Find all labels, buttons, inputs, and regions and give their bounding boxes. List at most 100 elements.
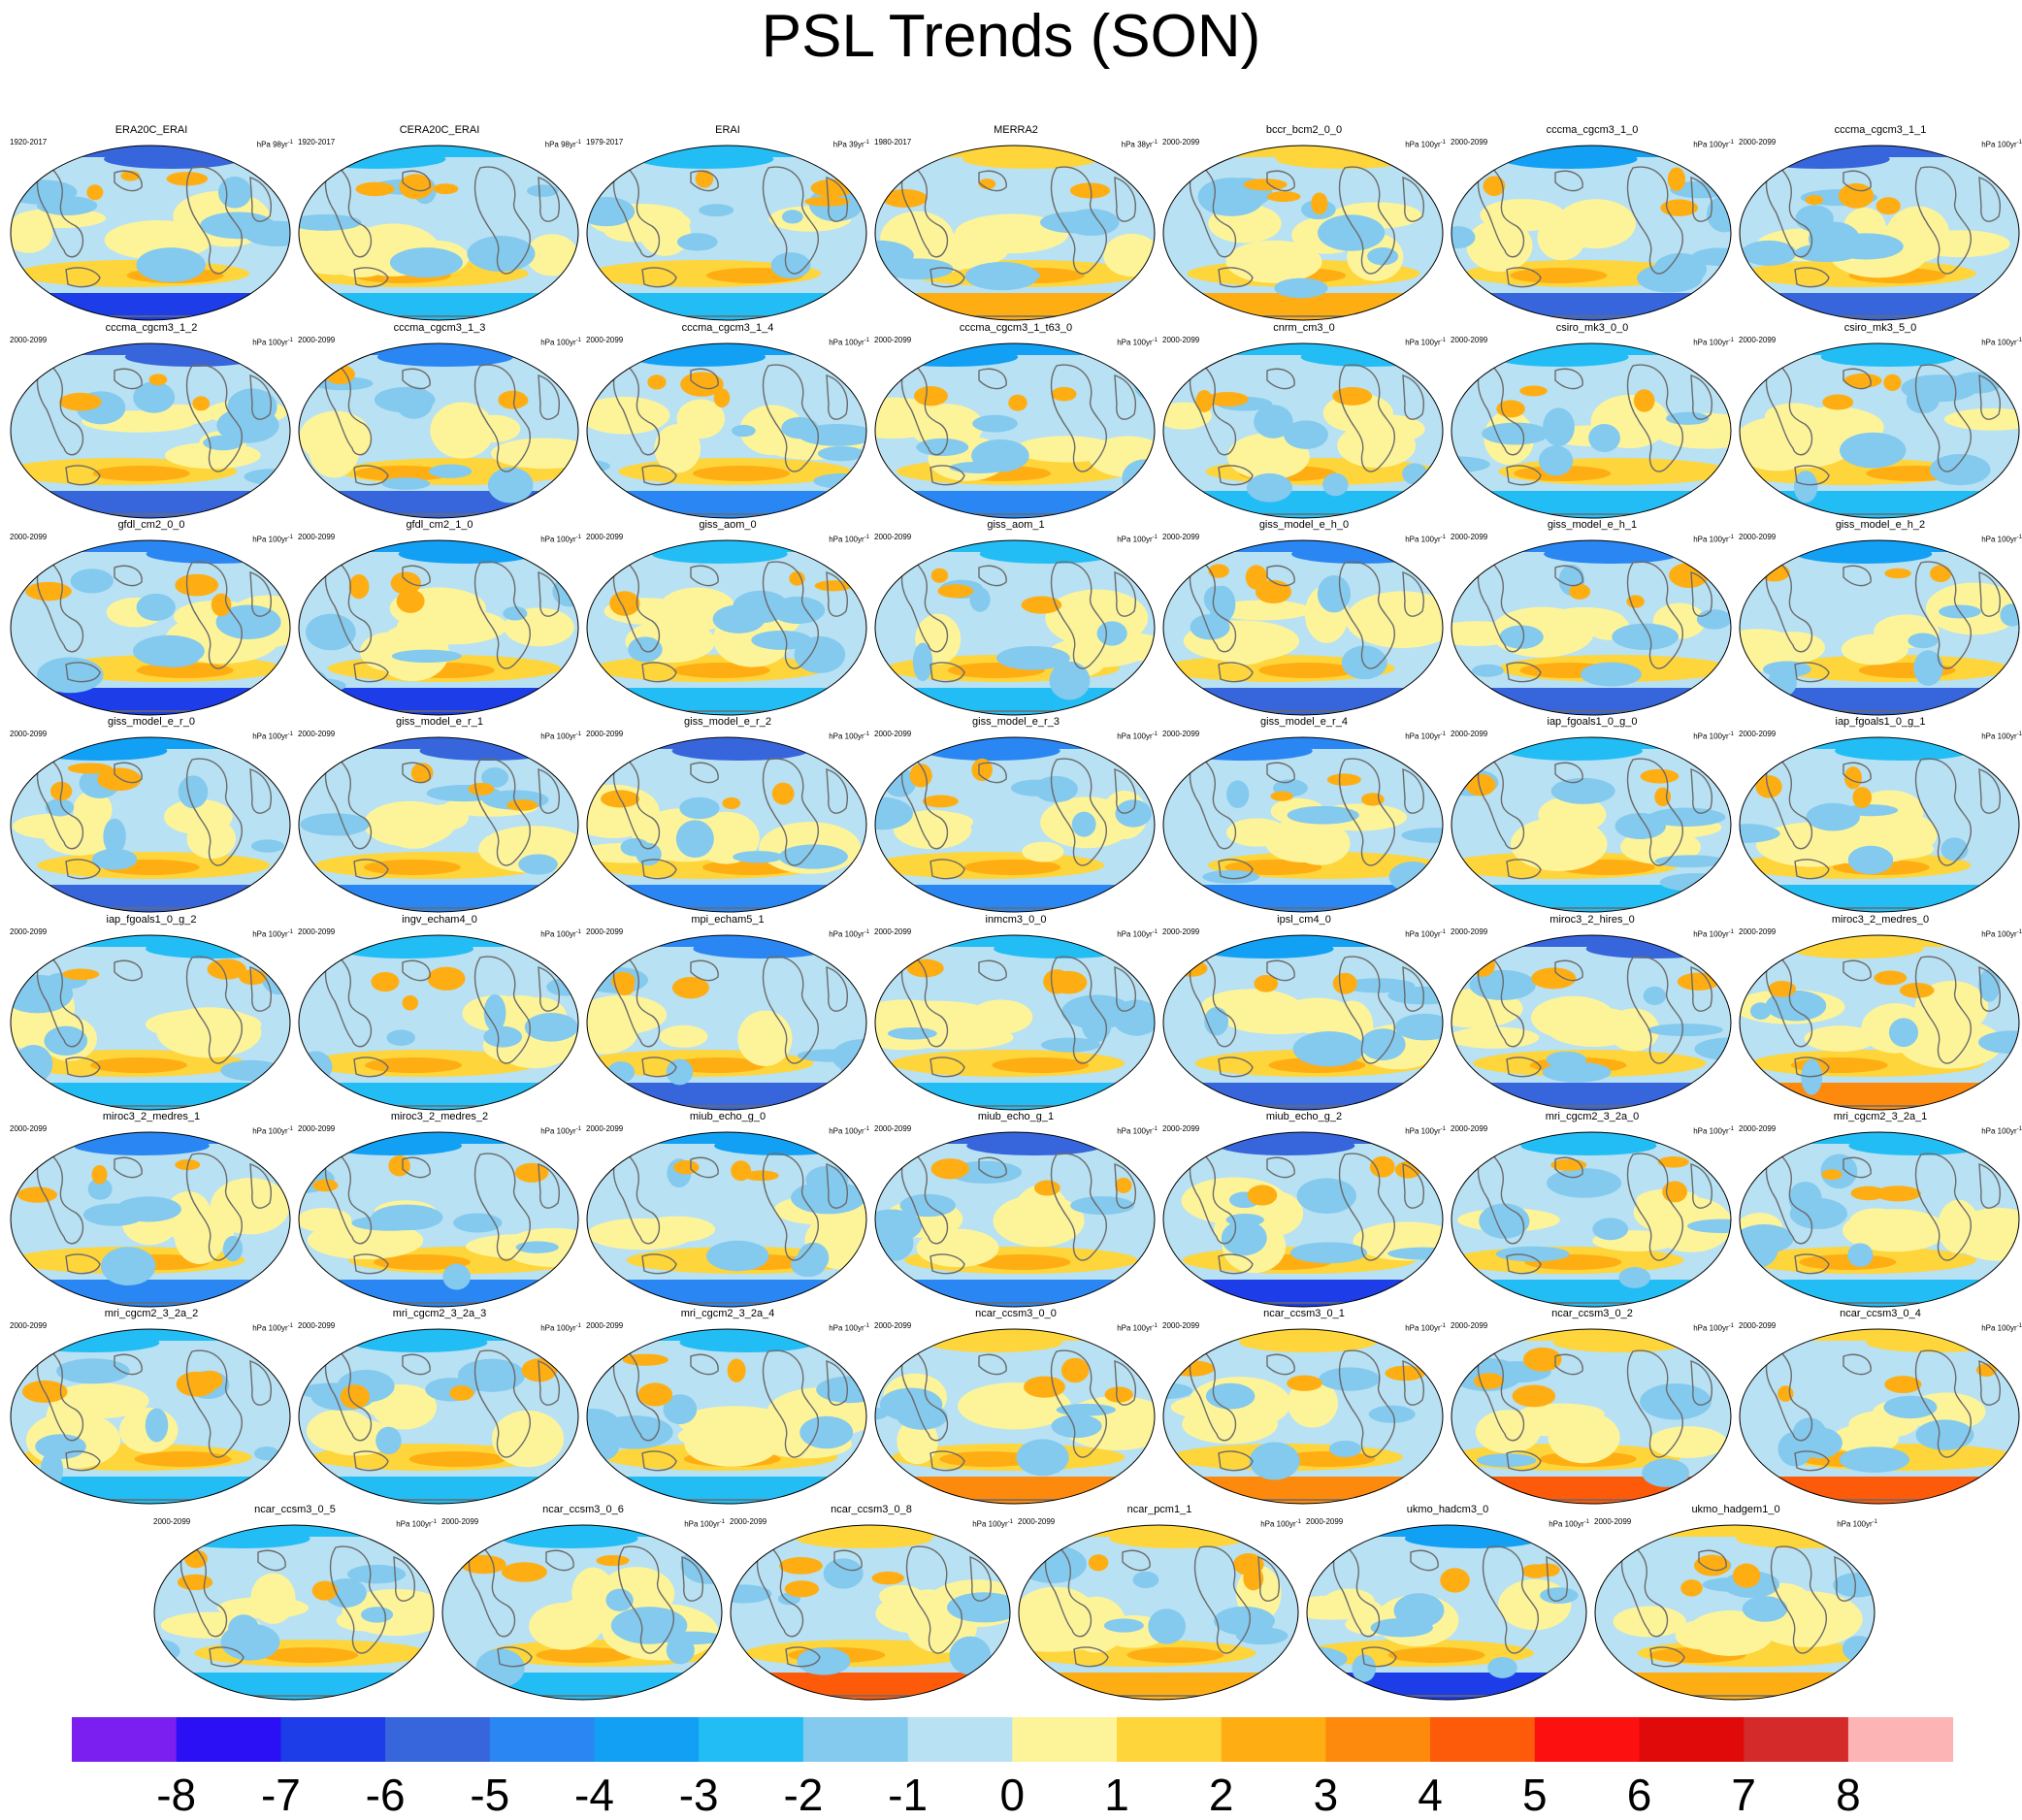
panel-units-text: hPa 100yr xyxy=(1117,1126,1153,1136)
map-svg xyxy=(586,934,867,1111)
map-svg xyxy=(874,145,1156,321)
trend-field xyxy=(1163,146,1443,320)
trend-field xyxy=(299,540,578,715)
panel-units-text: hPa 100yr xyxy=(1117,929,1153,939)
panel-period: 2000-2099 xyxy=(1451,730,1488,738)
trend-field xyxy=(299,737,578,912)
map-panel: ncar_ccsm3_0_2 2000-2099 hPa 100yr-1 xyxy=(1449,1308,1736,1505)
panel-units-exponent: -1 xyxy=(719,1519,725,1525)
panel-units: hPa 100yr-1 xyxy=(1837,1517,1877,1530)
colorbar-swatch xyxy=(176,1717,281,1762)
panel-title: iap_fgoals1_0_g_1 xyxy=(1835,716,1926,728)
panel-units-text: hPa 100yr xyxy=(1405,140,1441,149)
panel-title: mpi_echam5_1 xyxy=(691,914,765,926)
map-panel: ukmo_hadgem1_0 2000-2099 hPa 100yr-1 xyxy=(1592,1504,1879,1701)
panel-units: hPa 100yr-1 xyxy=(1117,1321,1158,1334)
panel-units-exponent: -1 xyxy=(1440,1323,1446,1329)
panel-units-text: hPa 100yr xyxy=(1117,731,1153,741)
panel-period: 2000-2099 xyxy=(1162,533,1200,541)
panel-period: 1980-2017 xyxy=(874,138,912,146)
panel-units: hPa 100yr-1 xyxy=(1981,927,2022,940)
panel-units-text: hPa 100yr xyxy=(829,929,864,939)
map-svg xyxy=(1162,1131,1444,1308)
trend-field xyxy=(11,1329,290,1504)
colorbar-swatch xyxy=(907,1717,1013,1762)
panel-title: giss_aom_0 xyxy=(699,519,757,531)
trend-field xyxy=(1595,1525,1875,1700)
colorbar-tick-label: 3 xyxy=(1314,1770,1339,1820)
colorbar-tick-label: 4 xyxy=(1418,1770,1443,1820)
panel-units-exponent: -1 xyxy=(1440,731,1446,737)
panel-title: giss_model_e_r_0 xyxy=(108,716,195,728)
trend-field xyxy=(299,1132,578,1307)
panel-title: ERAI xyxy=(715,124,740,136)
panel-units-exponent: -1 xyxy=(575,338,581,343)
map-panel: giss_model_e_h_0 2000-2099 hPa 100yr-1 xyxy=(1160,519,1448,716)
panel-units: hPa 100yr-1 xyxy=(252,336,293,348)
trend-field xyxy=(1163,343,1443,518)
trend-field xyxy=(1163,737,1443,912)
panel-units-text: hPa 100yr xyxy=(540,1323,576,1333)
colorbar-tick-label: 8 xyxy=(1836,1770,1861,1820)
map-svg xyxy=(874,934,1156,1111)
panel-period: 2000-2099 xyxy=(1451,927,1488,936)
trend-field xyxy=(442,1525,722,1700)
map-svg xyxy=(1739,145,2020,321)
panel-period: 2000-2099 xyxy=(298,336,336,344)
trend-field xyxy=(1163,935,1443,1110)
panel-units-text: hPa 100yr xyxy=(1693,731,1729,741)
trend-field xyxy=(875,737,1155,912)
panel-units: hPa 100yr-1 xyxy=(1981,1321,2022,1334)
panel-period: 2000-2099 xyxy=(10,336,48,344)
panel-units-exponent: -1 xyxy=(287,1323,293,1329)
colorbar-swatch xyxy=(1847,1717,1954,1762)
trend-field xyxy=(1019,1525,1298,1700)
panel-units-text: hPa 100yr xyxy=(252,929,288,939)
trend-field xyxy=(875,1132,1155,1307)
panel-title: bccr_bcm2_0_0 xyxy=(1265,124,1343,136)
colorbar-swatch xyxy=(802,1717,909,1762)
map-svg xyxy=(441,1524,723,1701)
panel-units: hPa 100yr-1 xyxy=(1693,336,1734,348)
colorbar-tick-label: 6 xyxy=(1627,1770,1652,1820)
map-panel: cccma_cgcm3_1_1 2000-2099 hPa 100yr-1 xyxy=(1737,124,2022,321)
map-panel: gfdl_cm2_1_0 2000-2099 hPa 100yr-1 xyxy=(296,519,583,716)
panel-period: 2000-2099 xyxy=(153,1517,191,1526)
trend-field xyxy=(1740,540,2019,715)
map-panel: giss_model_e_r_4 2000-2099 hPa 100yr-1 xyxy=(1160,716,1448,913)
panel-units: hPa 100yr-1 xyxy=(540,1124,581,1137)
panel-period: 2000-2099 xyxy=(298,730,336,738)
panel-units: hPa 38yr-1 xyxy=(1122,138,1158,150)
panel-title: ingv_echam4_0 xyxy=(402,914,477,926)
colorbar-tick-label: 7 xyxy=(1731,1770,1756,1820)
panel-units: hPa 100yr-1 xyxy=(540,1321,581,1334)
trend-field xyxy=(299,935,578,1110)
panel-units-text: hPa 100yr xyxy=(540,1126,576,1136)
map-svg xyxy=(10,1328,291,1505)
trend-field xyxy=(1451,343,1731,518)
map-svg xyxy=(10,539,291,716)
panel-units-text: hPa 100yr xyxy=(1549,1519,1584,1529)
panel-title: miub_echo_g_1 xyxy=(977,1111,1055,1122)
panel-units-exponent: -1 xyxy=(864,338,869,343)
colorbar-tick-label: 1 xyxy=(1104,1770,1129,1820)
panel-units-text: hPa 100yr xyxy=(1117,535,1153,544)
panel-units-text: hPa 100yr xyxy=(252,731,288,741)
panel-title: miroc3_2_medres_0 xyxy=(1831,914,1930,926)
colorbar-swatch xyxy=(72,1717,178,1762)
panel-units: hPa 100yr-1 xyxy=(252,533,293,545)
trend-field xyxy=(1451,540,1731,715)
map-panel: ipsl_cm4_0 2000-2099 hPa 100yr-1 xyxy=(1160,914,1448,1111)
map-svg xyxy=(1739,1131,2020,1308)
panel-period: 2000-2099 xyxy=(441,1517,479,1526)
panel-period: 2000-2099 xyxy=(1451,1321,1488,1330)
panel-units-text: hPa 100yr xyxy=(1693,1126,1729,1136)
panel-period: 2000-2099 xyxy=(298,533,336,541)
map-panel: miub_echo_g_0 2000-2099 hPa 100yr-1 xyxy=(584,1111,871,1308)
panel-title: ncar_pcm1_1 xyxy=(1126,1504,1192,1515)
panel-units-exponent: -1 xyxy=(1728,535,1734,540)
panel-units-exponent: -1 xyxy=(575,1323,581,1329)
map-svg xyxy=(10,736,291,913)
trend-field xyxy=(1740,1132,2019,1307)
panel-units: hPa 100yr-1 xyxy=(1405,533,1446,545)
